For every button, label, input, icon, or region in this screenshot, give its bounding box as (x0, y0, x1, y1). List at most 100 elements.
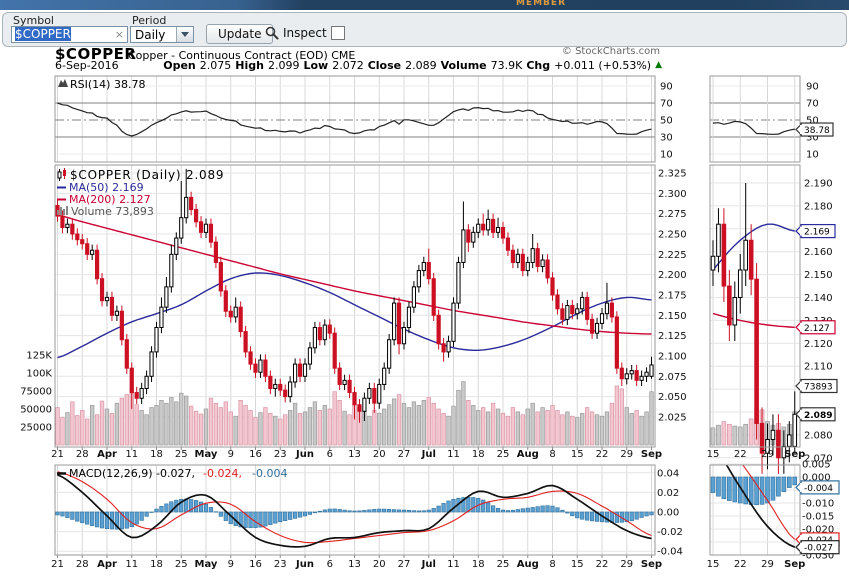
x-axis-label: 6 (327, 449, 333, 460)
inset-x-axis-label: Sep (784, 449, 805, 460)
inset-x-axis-label: Sep (784, 559, 805, 570)
inset-x-axis-label: 22 (734, 559, 747, 570)
x-axis-label: 18 (472, 449, 485, 460)
close-label: Close (367, 59, 402, 72)
x-axis-label: 25 (497, 559, 510, 570)
x-axis-label: 11 (125, 449, 138, 460)
x-axis-label: May (195, 559, 218, 570)
x-axis-label: 15 (571, 559, 584, 570)
inspect-control: Inspect (265, 26, 345, 40)
inset-rsi-axis-label: 30 (806, 133, 819, 144)
attribution: © StockCharts.com (561, 46, 660, 57)
x-axis-label: 23 (274, 449, 287, 460)
x-axis-label: 25 (175, 559, 188, 570)
price-axis-label: 2.300 (658, 189, 687, 200)
rsi-axis-label: 70 (660, 99, 673, 110)
macd-axis-label: 0.00 (657, 508, 679, 519)
inset-x-axis-label: 29 (761, 559, 774, 570)
area-chart-icon (58, 79, 68, 87)
ma200-legend-text: MA(200) 2.127 (69, 193, 151, 206)
x-axis-label: 20 (373, 559, 386, 570)
inset-macd-axis-label: 0.000 (802, 473, 831, 484)
x-axis-label: 27 (398, 559, 411, 570)
x-axis-label: 13 (348, 559, 361, 570)
x-axis-label: 21 (51, 559, 64, 570)
price-axis-label: 2.325 (658, 169, 687, 180)
inset-price-axis-label: 2.080 (804, 430, 833, 441)
volume-axis-label: 50000 (20, 405, 52, 416)
chart-toolbar: Symbol Period $COPPER × Daily Update Ins… (2, 12, 847, 47)
price-axis-label: 2.050 (658, 392, 687, 403)
axis-callout-value: 2.169 (804, 228, 830, 238)
candlesticks-layer[interactable] (55, 168, 798, 474)
inset-price-axis-label: 2.180 (804, 201, 833, 212)
chg-label: Chg (526, 59, 551, 72)
price-legend-text: $COPPER (Daily) 2.089 (70, 168, 224, 182)
period-label: Period (132, 14, 167, 27)
inset-price-axis-label: 2.110 (804, 362, 833, 373)
rsi-axis-label: 90 (660, 82, 673, 93)
x-axis-label: Aug (517, 449, 539, 460)
price-axis-label: 2.125 (658, 331, 687, 342)
price-axis-label: 2.100 (658, 351, 687, 362)
x-axis-label: 18 (472, 559, 485, 570)
volume-bars-icon (57, 206, 68, 215)
x-axis-label: 15 (571, 449, 584, 460)
rsi-axis-label: 50 (660, 116, 673, 127)
inset-macd-axis-label: -0.015 (802, 512, 834, 523)
x-axis-label: 27 (398, 449, 411, 460)
x-axis-label: 28 (76, 559, 89, 570)
x-axis-label: 18 (150, 559, 163, 570)
macd-axis-label: -0.04 (657, 547, 683, 558)
inset-rsi-axis-label: 90 (806, 82, 819, 93)
gridlines-layer (55, 76, 800, 558)
price-legend: $COPPER (Daily) 2.089 MA(50) 2.169 MA(20… (57, 168, 224, 218)
x-axis-label: Jun (295, 559, 314, 570)
inset-price-axis-label: 2.160 (804, 247, 833, 258)
up-triangle-icon: ▲ (655, 60, 662, 70)
high-value: 2.099 (267, 59, 300, 72)
inset-rsi-axis-label: 70 (806, 99, 819, 110)
rsi-legend: RSI(14) 38.78 (58, 78, 145, 91)
x-axis-label: 16 (249, 559, 262, 570)
volume-axis-label: 125K (26, 351, 52, 362)
volume-axis-label: 100K (26, 369, 52, 380)
symbol-input[interactable]: $COPPER × (11, 26, 128, 43)
x-axis-label: 13 (348, 449, 361, 460)
axis-callout-value: 2.127 (804, 324, 830, 334)
member-text: MEMBER (516, 0, 566, 8)
volume-legend-text: Volume 73,893 (71, 205, 154, 218)
price-axis-label: 2.250 (658, 229, 687, 240)
low-label: Low (303, 59, 329, 72)
update-button[interactable]: Update (206, 24, 274, 44)
indicators-layer (55, 102, 798, 548)
volume-label: Volume (440, 59, 487, 72)
macd-legend: MACD(12,26,9) -0.027, -0.024, -0.004 (57, 467, 287, 480)
macd-signal-legend-text: -0.024, (203, 467, 242, 480)
chart-date: 6-Sep-2016 (55, 59, 119, 72)
x-axis-label: 11 (125, 559, 138, 570)
inset-macd-axis-label: -0.010 (802, 499, 834, 510)
inspect-checkbox[interactable] (330, 26, 345, 40)
volume-axis-label: 75000 (20, 387, 52, 398)
x-axis-label: 8 (549, 559, 555, 570)
price-axis-label: 2.275 (658, 209, 687, 220)
x-axis-label: Sep (641, 559, 662, 570)
chart-symbol-title: $COPPER (55, 45, 137, 63)
x-axis-label: 25 (175, 449, 188, 460)
x-axis-label: May (195, 449, 218, 460)
x-axis-label: 25 (497, 449, 510, 460)
x-axis-label: 11 (447, 559, 460, 570)
price-axis-label: 2.200 (658, 270, 687, 281)
clear-symbol-icon[interactable]: × (114, 28, 124, 41)
axis-callout-value: 38.78 (804, 126, 830, 136)
chg-value: +0.011 (+0.53%) (554, 59, 652, 72)
axis-labels-layer: 2.325 2.300 2.275 2.250 2.225 2.200 2.175 2.150… (20, 82, 834, 571)
rsi-axis-label: 10 (660, 150, 673, 161)
x-axis-label: 29 (620, 559, 633, 570)
chart-description: Copper - Continuous Contract (EOD) CME (128, 49, 356, 62)
period-select[interactable]: Daily (130, 26, 194, 43)
chevron-down-icon[interactable] (176, 27, 193, 42)
